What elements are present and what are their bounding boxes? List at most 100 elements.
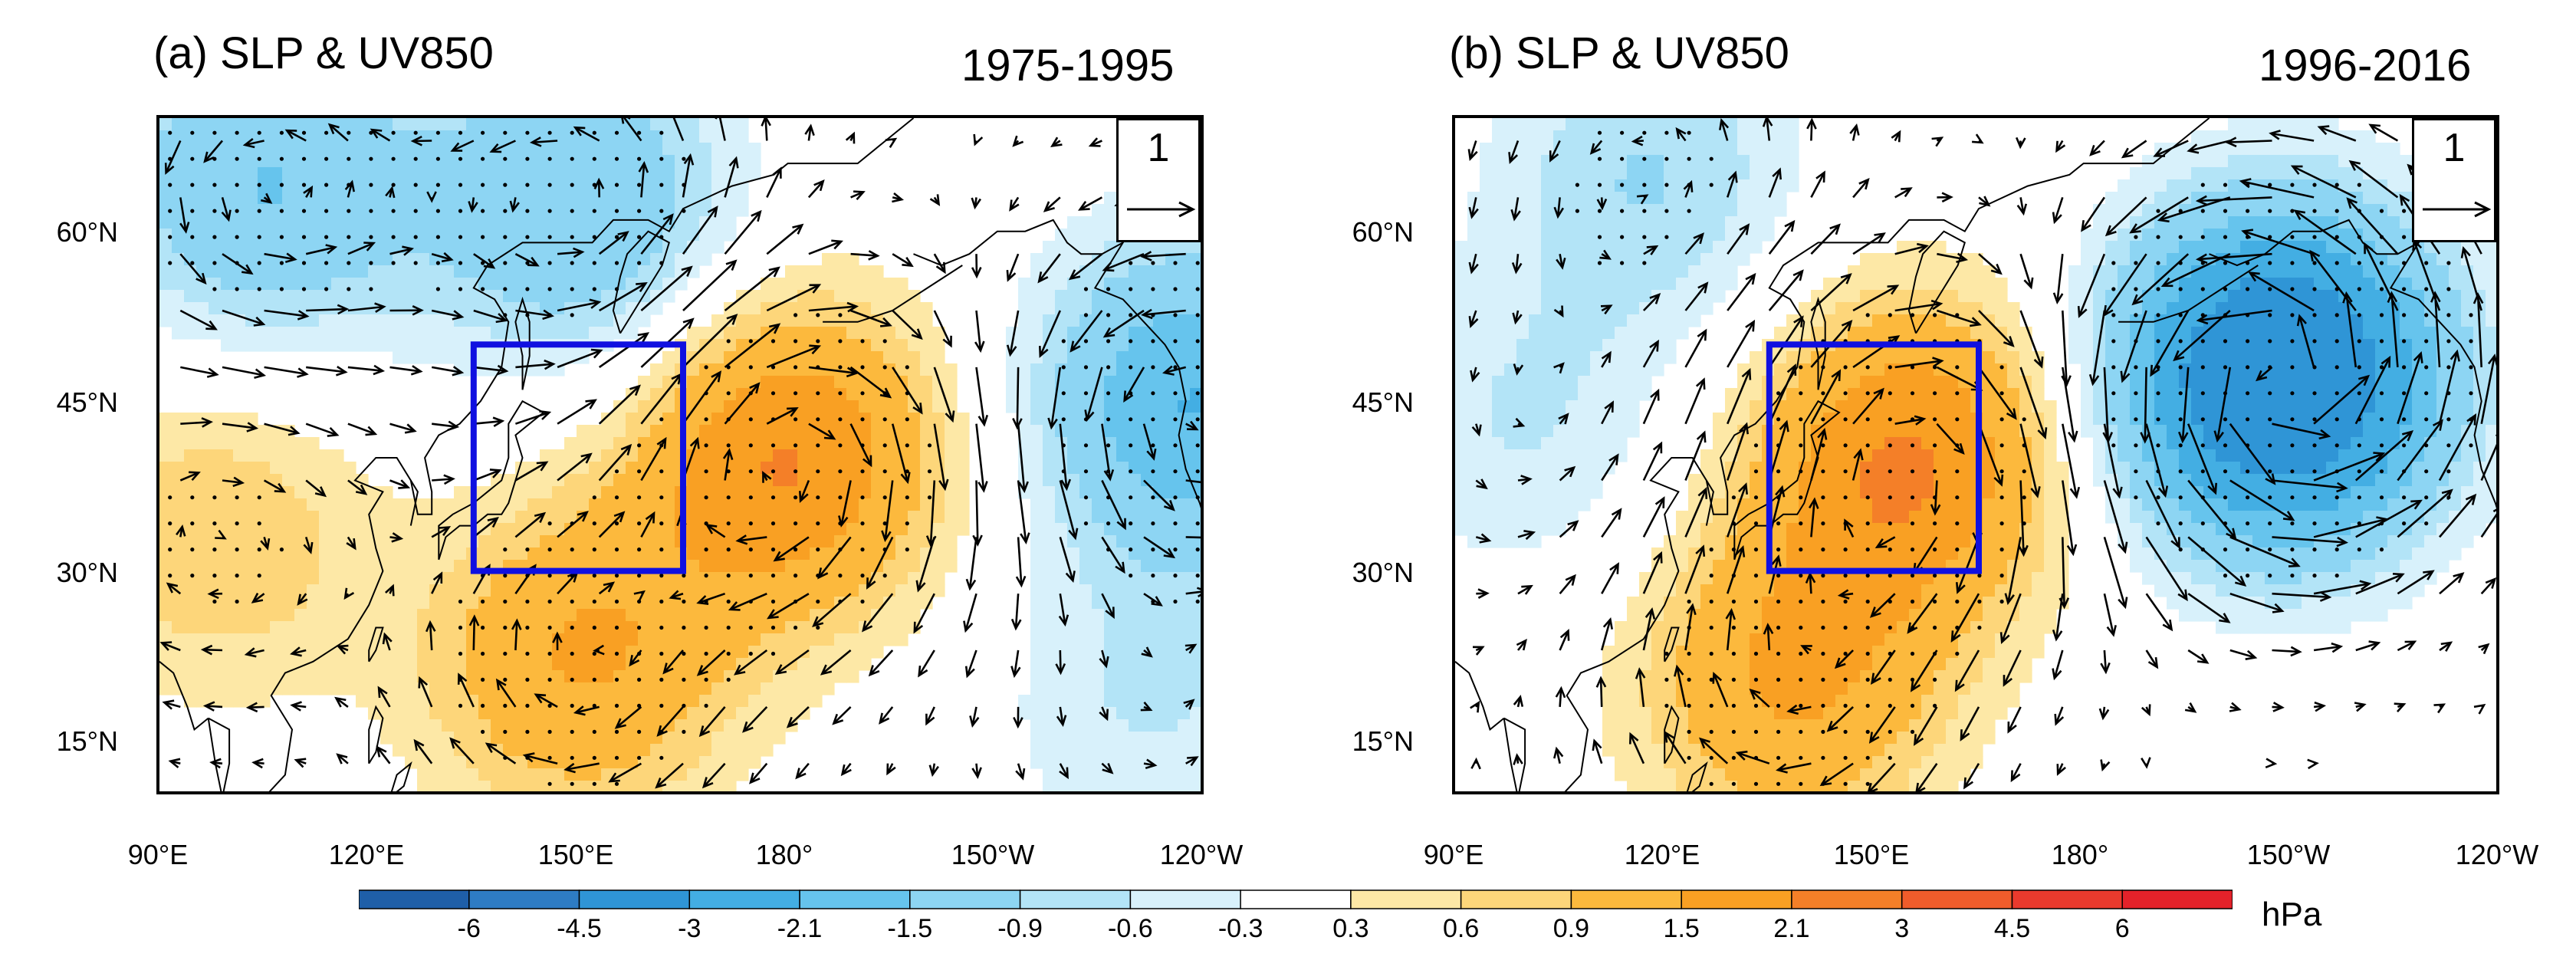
slp-shading-cell xyxy=(491,658,504,671)
slp-shading-cell xyxy=(1480,143,1493,156)
significance-dot xyxy=(1129,443,1133,448)
slp-shading-cell xyxy=(724,155,737,168)
slp-shading-cell xyxy=(736,167,749,180)
slp-shading-cell xyxy=(1116,425,1129,438)
slp-shading-cell xyxy=(1055,241,1068,254)
slp-shading-cell xyxy=(552,241,565,254)
slp-shading-cell xyxy=(1541,216,1554,229)
slp-shading-cell xyxy=(1516,192,1530,205)
slp-shading-cell xyxy=(503,793,516,794)
significance-dot xyxy=(347,287,351,291)
significance-dot xyxy=(1083,313,1089,317)
slp-shading-cell xyxy=(1480,204,1493,217)
slp-shading-cell xyxy=(270,437,283,450)
wind-vector xyxy=(724,382,761,425)
significance-dot xyxy=(503,261,508,265)
slp-shading-cell xyxy=(1762,143,1775,156)
slp-shading-cell xyxy=(1627,265,1640,278)
slp-shading-cell xyxy=(699,707,712,720)
slp-shading-cell xyxy=(417,609,430,622)
wind-vector xyxy=(682,370,722,425)
slp-shading-cell xyxy=(1043,376,1056,389)
slp-shading-cell xyxy=(1116,621,1129,634)
slp-shading-cell xyxy=(1079,498,1092,511)
slp-shading-cell xyxy=(895,621,909,634)
slp-shading-cell xyxy=(405,707,418,720)
slp-shading-cell xyxy=(761,621,774,634)
slp-shading-cell xyxy=(331,155,344,168)
slp-shading-cell xyxy=(1725,143,1738,156)
slp-shading-cell xyxy=(2142,179,2155,192)
slp-shading-cell xyxy=(552,781,565,791)
slp-shading-cell xyxy=(478,302,491,315)
slp-shading-cell xyxy=(1055,646,1068,659)
slp-shading-cell xyxy=(1141,658,1154,671)
slp-shading-cell xyxy=(1030,535,1043,548)
slp-shading-cell xyxy=(1762,192,1775,205)
slp-shading-cell xyxy=(527,351,540,364)
slp-shading-cell xyxy=(405,314,418,327)
slp-shading-cell xyxy=(1602,130,1615,143)
slp-shading-cell xyxy=(650,204,663,217)
slp-shading-cell xyxy=(1043,560,1056,573)
wind-vector xyxy=(1059,480,1079,541)
slp-shading-cell xyxy=(417,572,430,585)
slp-shading-cell xyxy=(613,425,626,438)
slp-shading-cell xyxy=(662,290,675,303)
wind-vector xyxy=(608,762,642,783)
slp-shading-cell xyxy=(564,265,577,278)
slp-shading-cell xyxy=(1092,658,1105,671)
slp-shading-cell xyxy=(810,597,823,610)
significance-dot xyxy=(927,443,932,448)
slp-shading-cell xyxy=(466,670,479,683)
slp-shading-cell xyxy=(527,732,540,745)
slp-shading-cell xyxy=(2277,253,2290,266)
slp-shading-cell xyxy=(478,498,491,511)
wind-vector xyxy=(728,593,767,611)
wind-vector xyxy=(892,310,923,340)
slp-shading-cell xyxy=(319,265,332,278)
slp-shading-cell xyxy=(552,462,565,475)
slp-shading-cell xyxy=(478,327,491,340)
slp-shading-cell xyxy=(527,167,540,180)
slp-shading-cell xyxy=(282,658,295,671)
slp-shading-cell xyxy=(196,535,209,548)
slp-shading-cell xyxy=(368,621,381,634)
slp-shading-cell xyxy=(270,241,283,254)
slp-shading-cell xyxy=(675,781,688,791)
slp-shading-cell xyxy=(2118,192,2131,205)
slp-shading-cell xyxy=(1092,719,1105,732)
wind-vector xyxy=(1039,310,1061,358)
slp-shading-cell xyxy=(1651,253,1664,266)
slp-shading-cell xyxy=(1615,229,1628,242)
slp-shading-cell xyxy=(294,621,307,634)
slp-shading-cell xyxy=(895,523,909,536)
slp-shading-cell xyxy=(748,609,761,622)
slp-shading-cell xyxy=(810,462,823,475)
slp-shading-cell xyxy=(1190,376,1201,389)
slp-shading-cell xyxy=(699,547,712,561)
slp-shading-cell xyxy=(932,400,945,413)
slp-shading-cell xyxy=(307,314,320,327)
slp-shading-cell xyxy=(2302,179,2315,192)
slp-shading-cell xyxy=(577,265,590,278)
wind-vector xyxy=(347,423,378,436)
slp-shading-cell xyxy=(209,682,222,695)
wind-vector xyxy=(820,649,852,676)
slp-shading-cell xyxy=(1067,609,1080,622)
slp-shading-cell xyxy=(810,351,823,364)
slp-shading-cell xyxy=(1566,204,1579,217)
slp-shading-cell xyxy=(417,278,430,291)
slp-shading-cell xyxy=(2130,216,2143,229)
slp-shading-cell xyxy=(662,351,675,364)
slp-shading-cell xyxy=(294,179,307,192)
slp-shading-cell xyxy=(589,547,602,561)
slp-shading-cell xyxy=(895,597,909,610)
slp-shading-cell xyxy=(393,130,406,143)
wind-vector xyxy=(413,738,433,764)
slp-shading-cell xyxy=(466,732,479,745)
slp-shading-cell xyxy=(601,547,614,561)
slp-shading-cell xyxy=(393,621,406,634)
slp-shading-cell xyxy=(1190,351,1201,364)
significance-dot xyxy=(1195,391,1200,396)
